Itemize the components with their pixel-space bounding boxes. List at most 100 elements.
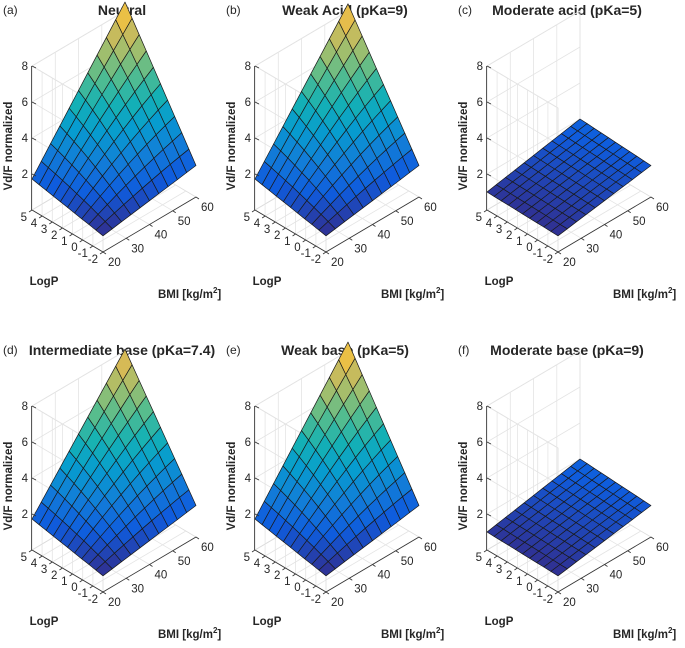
bmi-axis-label-superscript: 2 xyxy=(213,286,218,295)
bmi-tick-label: 20 xyxy=(331,257,344,269)
logp-tick-label: 4 xyxy=(254,218,261,230)
bmi-tick-label: 30 xyxy=(586,583,599,595)
z-tick-label: 2 xyxy=(477,169,483,181)
logp-tick-label: -1 xyxy=(301,588,311,600)
surface xyxy=(254,3,420,237)
surface xyxy=(486,458,652,577)
logp-tick-mark xyxy=(69,573,73,577)
panel-letter: (e) xyxy=(226,343,241,357)
z-tick-mark xyxy=(486,405,492,409)
z-axis-label: Vd/F normalized xyxy=(226,102,238,191)
z-tick-label: 2 xyxy=(245,509,251,521)
bmi-axis-label-text: BMI [kg/m xyxy=(381,629,436,641)
bmi-tick-mark xyxy=(349,577,353,581)
logp-tick-label: -2 xyxy=(311,594,321,606)
bmi-axis-label-superscript: 2 xyxy=(668,626,673,635)
logp-tick-mark xyxy=(272,561,276,565)
logp-tick-label: 5 xyxy=(476,552,482,564)
logp-tick-mark xyxy=(322,251,327,255)
logp-tick-label: 0 xyxy=(526,582,532,594)
logp-tick-mark xyxy=(261,215,266,219)
bmi-tick-mark xyxy=(650,196,655,200)
logp-axis-label: LogP xyxy=(485,616,514,628)
z-gridline xyxy=(486,46,581,145)
logp-tick-mark xyxy=(38,555,43,559)
z-tick-mark xyxy=(486,173,492,177)
logp-tick-mark xyxy=(554,251,559,255)
bmi-tick-mark xyxy=(627,550,631,554)
logp-tick-mark xyxy=(504,221,508,225)
logp-tick-label: -2 xyxy=(311,254,321,266)
bmi-axis-label: BMI [kg/m2] xyxy=(381,626,444,641)
z-tick-label: 4 xyxy=(477,133,484,145)
logp-axis-line xyxy=(31,549,104,593)
surface xyxy=(31,1,197,237)
panel-letter: (c) xyxy=(458,3,472,17)
bmi-tick-label: 40 xyxy=(155,570,168,582)
logp-tick-label: 2 xyxy=(274,570,280,582)
logp-tick-label: 3 xyxy=(264,564,270,576)
z-tick-label: 6 xyxy=(477,437,483,449)
bmi-tick-label: 40 xyxy=(378,230,391,242)
logp-tick-mark xyxy=(89,245,94,249)
logp-tick-label: 3 xyxy=(264,224,270,236)
z-axis-label: Vd/F normalized xyxy=(3,102,15,191)
logp-axis-label: LogP xyxy=(30,616,59,628)
bmi-tick-mark xyxy=(604,224,608,227)
bmi-axis-label-superscript: 2 xyxy=(436,626,441,635)
bmi-tick-label: 40 xyxy=(378,570,391,582)
z-tick-mark xyxy=(31,405,37,409)
surface-cell xyxy=(402,148,420,173)
logp-tick-label: 3 xyxy=(41,564,47,576)
logp-axis-label: LogP xyxy=(253,616,282,628)
bmi-tick-mark xyxy=(372,564,376,567)
bmi-axis-label-text: BMI [kg/m xyxy=(158,629,213,641)
z-tick-mark xyxy=(31,513,37,517)
surface xyxy=(486,118,652,237)
logp-axis-line xyxy=(486,549,559,593)
logp-tick-mark xyxy=(292,573,296,577)
logp-tick-mark xyxy=(28,549,33,553)
logp-tick-label: 2 xyxy=(51,230,57,242)
bmi-tick-mark xyxy=(395,210,399,214)
logp-tick-label: 2 xyxy=(506,230,512,242)
logp-tick-mark xyxy=(554,591,559,595)
bmi-axis-label-close: ] xyxy=(672,629,676,641)
logp-tick-mark xyxy=(59,227,63,231)
bmi-tick-mark xyxy=(325,591,330,595)
logp-tick-mark xyxy=(261,555,266,559)
bmi-axis-label-text: BMI [kg/m xyxy=(381,289,436,301)
logp-tick-mark xyxy=(38,215,43,219)
bmi-axis-label: BMI [kg/m2] xyxy=(381,286,444,301)
z-axis-label: Vd/F normalized xyxy=(458,442,470,531)
logp-tick-mark xyxy=(504,561,508,565)
bmi-axis-label-close: ] xyxy=(217,629,221,641)
z-tick-label: 8 xyxy=(477,61,483,73)
logp-tick-mark xyxy=(28,209,33,213)
bmi-axis-label: BMI [kg/m2] xyxy=(158,626,221,641)
logp-tick-mark xyxy=(544,245,549,249)
bmi-tick-label: 20 xyxy=(108,597,121,609)
logp-tick-label: 0 xyxy=(294,242,300,254)
logp-tick-label: 5 xyxy=(21,552,27,564)
surface xyxy=(254,341,420,577)
bmi-tick-label: 50 xyxy=(633,556,646,568)
logp-tick-mark xyxy=(534,239,538,243)
bmi-axis-label-superscript: 2 xyxy=(213,626,218,635)
chart-panel-a: (a)Neutral2468543210-1-22030405060LogPBM… xyxy=(3,1,221,301)
bmi-tick-mark xyxy=(126,237,130,241)
bmi-tick-mark xyxy=(650,536,655,540)
bmi-axis-label-close: ] xyxy=(217,289,221,301)
logp-tick-label: -2 xyxy=(543,254,553,266)
logp-tick-mark xyxy=(292,233,296,237)
bmi-tick-mark xyxy=(149,564,153,567)
bmi-tick-label: 30 xyxy=(354,243,367,255)
bmi-tick-label: 60 xyxy=(656,542,669,554)
z-tick-label: 8 xyxy=(245,401,251,413)
z-tick-mark xyxy=(254,137,260,141)
logp-tick-label: -1 xyxy=(78,588,88,600)
surface-cell xyxy=(179,489,197,513)
bmi-tick-label: 60 xyxy=(424,202,437,214)
logp-tick-mark xyxy=(493,555,498,559)
